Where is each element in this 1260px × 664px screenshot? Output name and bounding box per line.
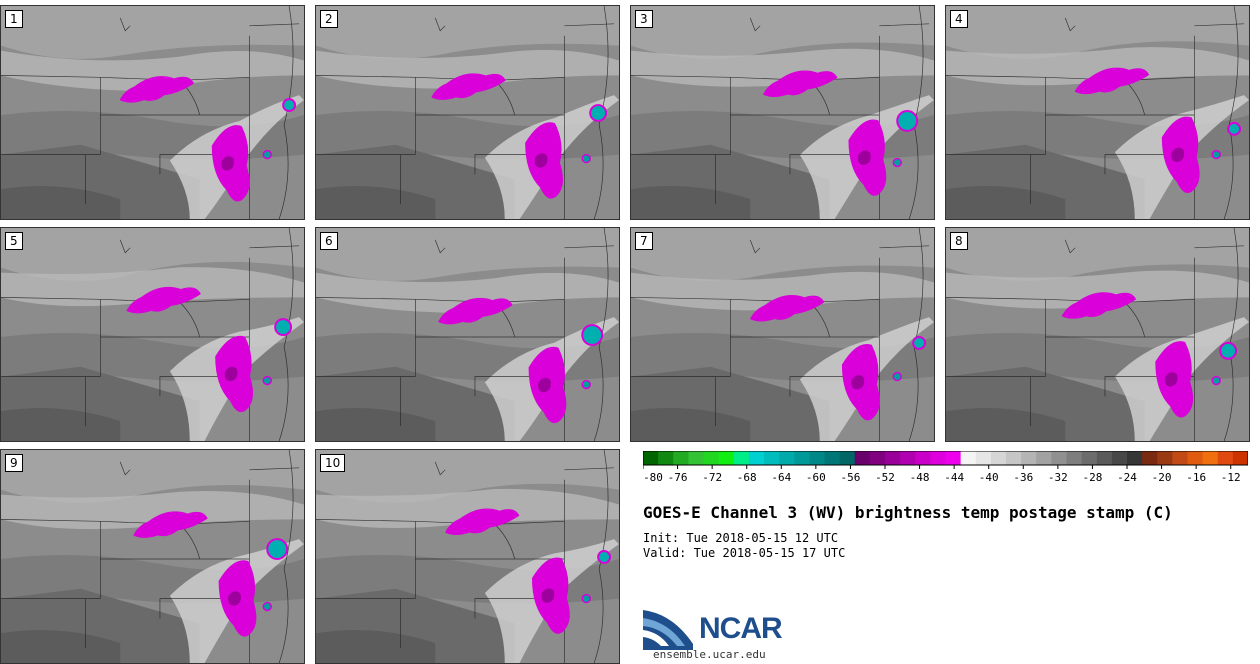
colorbar-swatch xyxy=(688,451,704,465)
colorbar-swatch xyxy=(673,451,689,465)
member-map xyxy=(1,6,304,219)
colorbar-swatch xyxy=(1232,451,1248,465)
colorbar-tick-label: -80 xyxy=(643,471,663,484)
colorbar-swatch xyxy=(1081,451,1098,465)
colorbar-tick-label: -44 xyxy=(944,471,964,484)
colorbar-swatch xyxy=(915,451,931,465)
member-label: 1 xyxy=(5,10,23,28)
colorbar-swatch xyxy=(779,451,795,465)
colorbar: -80 -76 -72 -68 -64 -60 -56 -52 -48 -44 -40 -36 -32 -… xyxy=(643,451,1248,484)
colorbar-swatch xyxy=(703,451,720,465)
colorbar-swatch xyxy=(764,451,780,465)
colorbar-swatch xyxy=(930,451,946,465)
member-label: 10 xyxy=(320,454,346,472)
member-map xyxy=(1,450,304,663)
colorbar-swatch xyxy=(1021,451,1037,465)
colorbar-tick-label: -20 xyxy=(1152,471,1172,484)
colorbar-tick-label: -56 xyxy=(840,471,860,484)
colorbar-swatch xyxy=(900,451,916,465)
colorbar-swatch xyxy=(1172,451,1188,465)
member-panel-5: 5 xyxy=(0,227,305,442)
colorbar-tick-label: -28 xyxy=(1082,471,1102,484)
colorbar-swatch xyxy=(824,451,841,465)
colorbar-swatch xyxy=(658,451,674,465)
colorbar-swatch xyxy=(945,451,962,465)
colorbar-tick-label: -68 xyxy=(737,471,757,484)
member-panel-10: 10 xyxy=(315,449,620,664)
colorbar-tick-label: -52 xyxy=(875,471,895,484)
colorbar-swatch xyxy=(1066,451,1083,465)
ncar-logo-mark xyxy=(643,610,693,650)
chart-title: GOES-E Channel 3 (WV) brightness temp po… xyxy=(643,503,1173,522)
member-label: 2 xyxy=(320,10,338,28)
member-panel-1: 1 xyxy=(0,5,305,220)
colorbar-swatch xyxy=(809,451,825,465)
colorbar-swatch xyxy=(1127,451,1143,465)
member-map xyxy=(946,6,1249,219)
colorbar-outline xyxy=(643,451,1248,466)
colorbar-tick-label: -40 xyxy=(979,471,999,484)
colorbar-tick-label: -48 xyxy=(910,471,930,484)
colorbar-tick-label: -76 xyxy=(668,471,688,484)
logo-url: ensemble.ucar.edu xyxy=(653,648,766,661)
valid-time: Valid: Tue 2018-05-15 17 UTC xyxy=(643,546,846,560)
colorbar-swatch xyxy=(990,451,1007,465)
colorbar-swatch xyxy=(794,451,810,465)
colorbar-tick-label: -72 xyxy=(702,471,722,484)
colorbar-swatch xyxy=(1217,451,1234,465)
colorbar-tick-label: -24 xyxy=(1117,471,1137,484)
colorbar-tick-label: -16 xyxy=(1186,471,1206,484)
colorbar-swatch xyxy=(643,451,659,465)
colorbar-swatch xyxy=(1051,451,1067,465)
member-panel-6: 6 xyxy=(315,227,620,442)
member-panel-3: 3 xyxy=(630,5,935,220)
member-label: 3 xyxy=(635,10,653,28)
member-label: 9 xyxy=(5,454,23,472)
colorbar-swatch xyxy=(718,451,735,465)
colorbar-swatch xyxy=(885,451,901,465)
member-label: 5 xyxy=(5,232,23,250)
member-map xyxy=(316,450,619,663)
colorbar-swatch xyxy=(854,451,871,465)
member-label: 7 xyxy=(635,232,653,250)
member-panel-2: 2 xyxy=(315,5,620,220)
colorbar-swatch xyxy=(1036,451,1052,465)
colorbar-tick-label: -60 xyxy=(806,471,826,484)
colorbar-swatch xyxy=(1202,451,1219,465)
colorbar-swatch xyxy=(839,451,856,465)
init-time: Init: Tue 2018-05-15 12 UTC xyxy=(643,531,839,545)
ncar-logo-text: NCAR xyxy=(699,612,783,645)
colorbar-swatch xyxy=(733,451,750,465)
colorbar-swatch xyxy=(1157,451,1173,465)
member-map xyxy=(631,6,934,219)
member-map xyxy=(946,228,1249,441)
colorbar-swatch xyxy=(748,451,765,465)
colorbar-swatch xyxy=(960,451,977,465)
colorbar-tick-label: -32 xyxy=(1048,471,1068,484)
ncar-logo: NCAR xyxy=(643,606,793,656)
colorbar-swatch xyxy=(1006,451,1022,465)
member-label: 8 xyxy=(950,232,968,250)
colorbar-swatch xyxy=(1096,451,1113,465)
member-map xyxy=(1,228,304,441)
colorbar-swatch xyxy=(1111,451,1128,465)
member-panel-4: 4 xyxy=(945,5,1250,220)
member-label: 6 xyxy=(320,232,338,250)
colorbar-tick-label: -64 xyxy=(771,471,791,484)
member-panel-9: 9 xyxy=(0,449,305,664)
colorbar-tick-label: -36 xyxy=(1013,471,1033,484)
colorbar-tick-label: -12 xyxy=(1221,471,1241,484)
member-label: 4 xyxy=(950,10,968,28)
member-panel-7: 7 xyxy=(630,227,935,442)
colorbar-swatch xyxy=(869,451,886,465)
colorbar-swatch xyxy=(1142,451,1158,465)
member-panel-8: 8 xyxy=(945,227,1250,442)
colorbar-swatch xyxy=(1187,451,1204,465)
member-map xyxy=(316,6,619,219)
member-map xyxy=(631,228,934,441)
colorbar-swatch xyxy=(975,451,992,465)
member-map xyxy=(316,228,619,441)
